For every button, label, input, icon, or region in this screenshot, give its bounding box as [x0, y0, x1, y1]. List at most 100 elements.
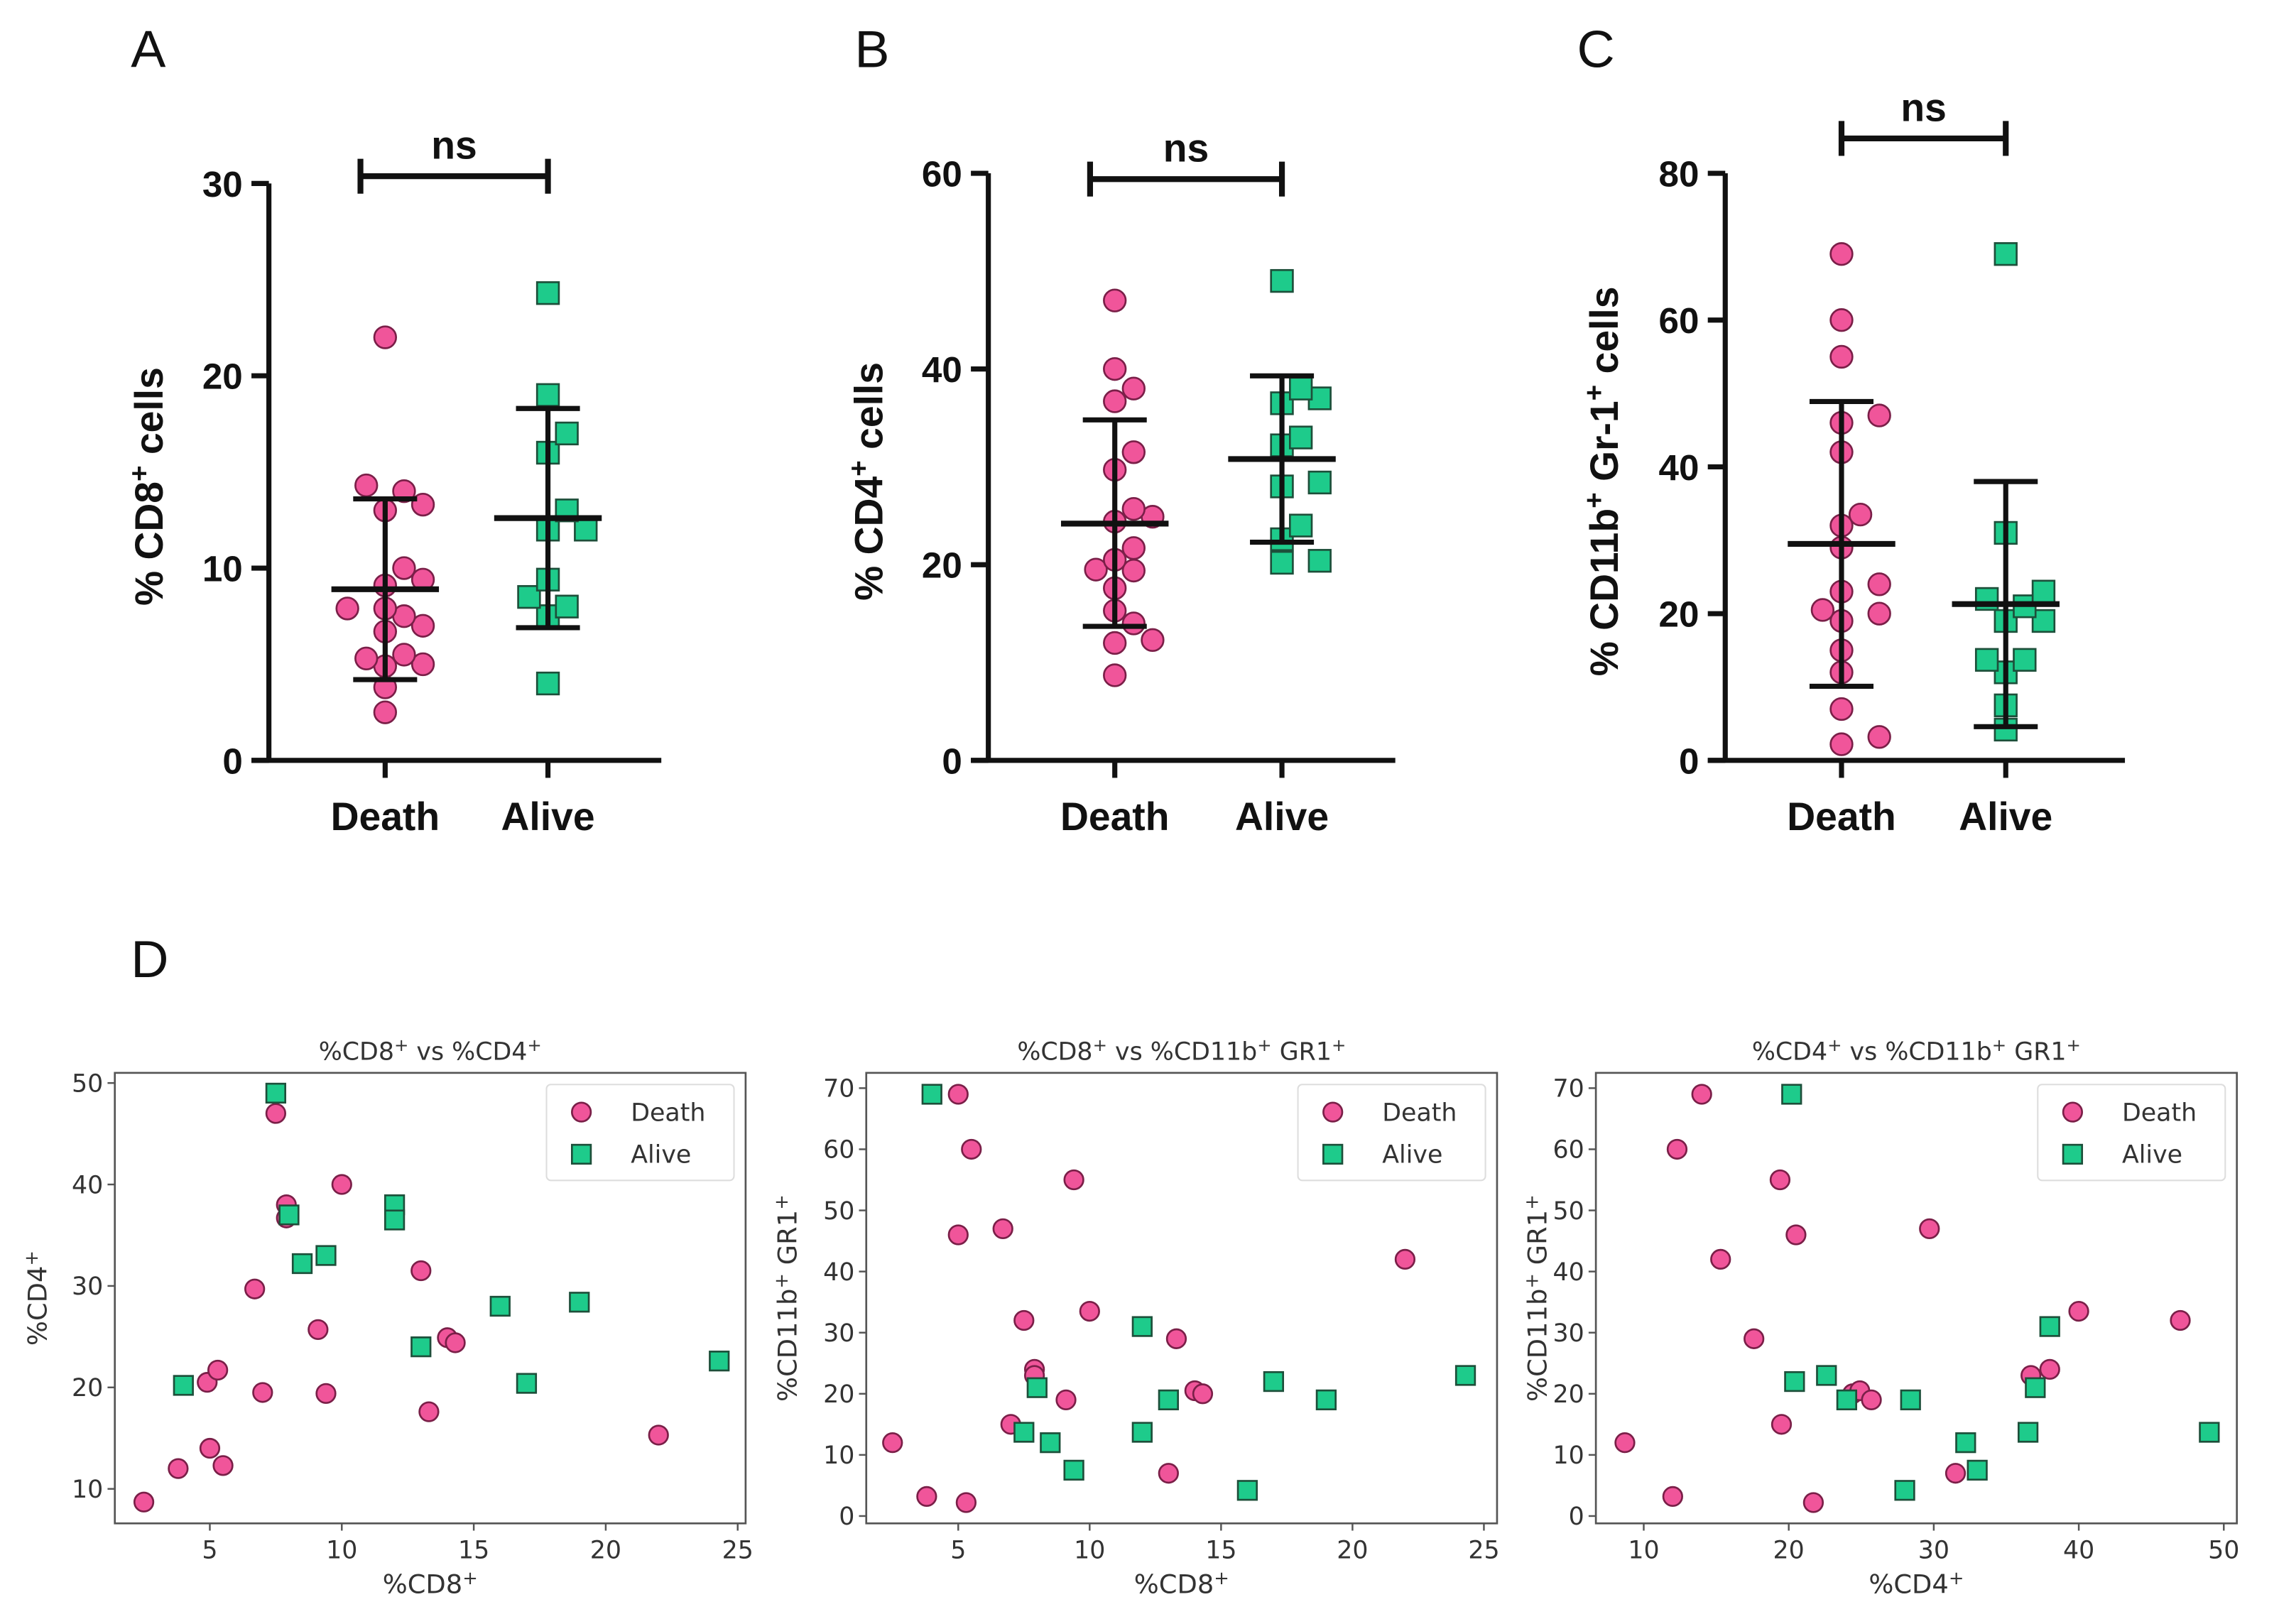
- alive-point: [1063, 1459, 1084, 1481]
- y-tick-label: 20: [1659, 594, 1699, 635]
- panel-letter-a: A: [131, 20, 165, 79]
- y-tick-label: 20: [202, 356, 243, 397]
- legend-label-alive: Alive: [1382, 1141, 1442, 1170]
- alive-point: [1040, 1432, 1061, 1454]
- death-point: [445, 1332, 466, 1353]
- x-tick-label-alive: Alive: [1959, 795, 2052, 839]
- death-point: [1192, 1383, 1214, 1405]
- death-point: [252, 1382, 273, 1403]
- alive-point: [1836, 1389, 1858, 1411]
- y-axis-label: % CD11b+​ Gr-1+​ cells: [1579, 287, 1626, 677]
- alive-point: [278, 1204, 300, 1226]
- y-tick-label: 50: [72, 1069, 103, 1098]
- death-point: [1771, 1414, 1793, 1435]
- death-point: [992, 1218, 1013, 1240]
- death-point: [199, 1437, 221, 1459]
- death-point: [1666, 1138, 1688, 1160]
- label-text: % CD11b: [1582, 508, 1626, 676]
- alive-point: [1315, 1389, 1337, 1411]
- legend-box: [2037, 1084, 2226, 1182]
- legend: Death Alive: [1297, 1084, 1486, 1182]
- y-tick-label: 10: [823, 1442, 854, 1470]
- alive-point: [2199, 1422, 2220, 1443]
- y-tick-label: 30: [823, 1319, 854, 1348]
- x-axis-label: %CD8+​: [1134, 1568, 1229, 1599]
- x-tick-label-death: Death: [331, 795, 440, 839]
- x-axis-label: %CD4+​: [1869, 1568, 1964, 1599]
- label-text: cells: [127, 367, 171, 465]
- x-tick-label-death: Death: [1787, 795, 1896, 839]
- legend-marker-alive: [2062, 1143, 2084, 1165]
- superscript: +: [1332, 1035, 1346, 1055]
- alive-point: [315, 1245, 337, 1266]
- death-point: [1158, 1463, 1179, 1484]
- label-text: %CD8: [319, 1037, 394, 1066]
- y-tick-label: 40: [922, 349, 962, 390]
- y-tick-label: 70: [1552, 1075, 1584, 1103]
- alive-point: [2031, 609, 2056, 633]
- y-axis-label: % CD4+​ cells: [844, 362, 891, 601]
- panel-letter-c: C: [1577, 20, 1615, 79]
- y-tick-label: 30: [1552, 1319, 1584, 1348]
- alive-point: [1288, 425, 1313, 449]
- y-tick-label: 80: [1659, 153, 1699, 194]
- death-point: [1945, 1463, 1967, 1484]
- y-tick-label: 70: [823, 1075, 854, 1103]
- alive-point: [1955, 1432, 1976, 1454]
- alive-point: [1967, 1459, 1988, 1481]
- label-text: GR1: [1523, 1210, 1553, 1273]
- death-point: [1103, 631, 1127, 655]
- alive-point: [569, 1292, 590, 1313]
- label-text: cells: [1582, 287, 1626, 385]
- death-point: [410, 1260, 432, 1282]
- alive-point: [1307, 470, 1332, 495]
- label-text: GR1: [2006, 1037, 2066, 1066]
- label-text: vs %CD11b: [1842, 1037, 1992, 1066]
- alive-point: [535, 671, 560, 696]
- alive-point: [709, 1351, 730, 1372]
- legend-marker-alive: [1322, 1143, 1344, 1165]
- x-tick-label: 50: [2208, 1536, 2239, 1564]
- alive-point: [1026, 1377, 1048, 1398]
- death-point: [1919, 1218, 1940, 1240]
- alive-point: [1900, 1389, 1921, 1411]
- label-text: Gr-1: [1582, 400, 1626, 492]
- death-point: [1829, 344, 1854, 369]
- death-point: [1103, 356, 1127, 381]
- death-point: [2170, 1309, 2191, 1331]
- death-point: [1829, 697, 1854, 721]
- death-point: [1744, 1328, 1765, 1349]
- alive-point: [291, 1253, 313, 1275]
- y-tick-label: 40: [823, 1258, 854, 1287]
- x-tick-label: 25: [722, 1536, 754, 1564]
- chart-title: %CD8+​ vs %CD11b+​ GR1+​: [1017, 1035, 1346, 1066]
- superscript: +: [1827, 1035, 1842, 1055]
- superscript: +: [394, 1035, 408, 1055]
- y-axis-label: %CD11b+​ GR1+​: [771, 1194, 803, 1402]
- superscript: +: [1949, 1568, 1964, 1589]
- legend: Death Alive: [545, 1084, 735, 1182]
- death-point: [244, 1278, 266, 1299]
- superscript: +: [21, 1250, 43, 1266]
- scatter-plot-3: 10 20 30 40 50 0 10 20 30 40 50 60 70 %CD4+​ vs %CD11…: [1521, 1035, 2239, 1599]
- alive-point: [2013, 648, 2037, 672]
- label-text: %CD8: [1017, 1037, 1092, 1066]
- y-axis-label: %CD11b+​ GR1+​: [1521, 1194, 1552, 1402]
- legend-marker-alive: [570, 1143, 592, 1165]
- legend-marker-death: [1322, 1101, 1344, 1123]
- alive-point: [1270, 268, 1294, 293]
- death-point: [648, 1424, 669, 1446]
- superscript: +: [1521, 1194, 1543, 1210]
- superscript: +: [844, 460, 874, 476]
- x-tick-label: 25: [1468, 1536, 1499, 1564]
- label-text: %CD4: [1752, 1037, 1827, 1066]
- y-tick-label: 10: [1552, 1442, 1584, 1470]
- death-point: [1662, 1486, 1683, 1508]
- alive-point: [516, 1373, 538, 1394]
- death-point: [955, 1492, 977, 1513]
- death-point: [2039, 1358, 2060, 1380]
- label-text: vs %CD11b: [1107, 1037, 1257, 1066]
- chart-title: %CD4+​ vs %CD11b+​ GR1+​: [1752, 1035, 2081, 1066]
- superscript: +: [1214, 1568, 1229, 1589]
